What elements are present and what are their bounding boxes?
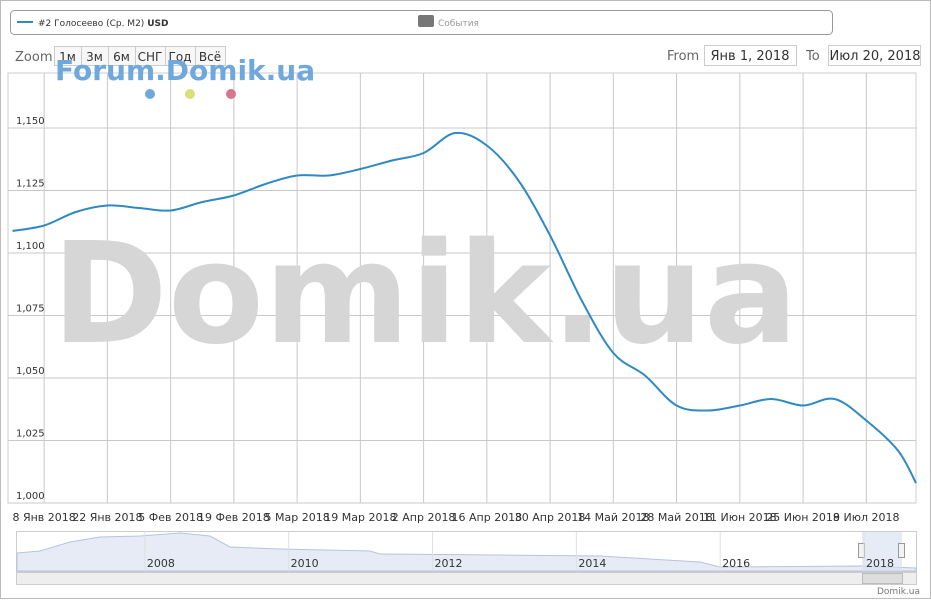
navigator-tick-label: 2014	[578, 557, 606, 570]
y-tick-label: 1,075	[16, 304, 45, 315]
y-tick-label: 1,125	[16, 179, 45, 190]
zoom-button[interactable]: Год	[169, 50, 192, 64]
x-tick-label: 16 Апр 2018	[452, 511, 523, 524]
x-tick-label: 11 Июн 2018	[703, 511, 777, 524]
plot-background	[7, 72, 917, 504]
y-tick-label: 1,100	[16, 241, 45, 252]
to-input[interactable]: Июл 20, 2018	[830, 49, 921, 64]
legend-item[interactable]: #2 Голосеево (Ср. M2) USD	[38, 19, 168, 29]
legend-events-swatch	[418, 15, 434, 27]
legend-series-name: #2 Голосеево (Ср. M2)	[38, 19, 144, 29]
to-label: To	[805, 49, 820, 64]
navigator-tick-label: 2016	[722, 557, 750, 570]
legend-unit: USD	[147, 19, 168, 29]
legend-events[interactable]: События	[438, 19, 479, 29]
dot	[145, 89, 155, 99]
x-tick-label: 9 Июл 2018	[833, 511, 900, 524]
navigator-axis: 2008 2010 2012 2014 2016 2018	[144, 532, 894, 571]
dot	[226, 89, 236, 99]
navigator-tick-label: 2010	[291, 557, 319, 570]
navigator-tick-label: 2018	[866, 557, 894, 570]
plot: 1,000 1,025 1,050 1,075 1,100 1,125 1,150 8 Янв…	[12, 116, 917, 524]
x-tick-label: 19 Мар 2018	[324, 511, 396, 524]
from-input-box[interactable]	[704, 45, 797, 66]
navigator-tick-label: 2008	[147, 557, 175, 570]
y-tick-label: 1,025	[16, 429, 45, 440]
x-tick-label: 28 Май 2018	[640, 511, 712, 524]
zoom-label: Zoom	[15, 50, 52, 65]
x-tick-label: 25 Июн 2018	[766, 511, 840, 524]
x-tick-label: 30 Апр 2018	[515, 511, 586, 524]
scrollbar[interactable]	[16, 572, 917, 585]
to-input-box[interactable]	[828, 45, 921, 66]
navigator-handle[interactable]	[898, 543, 905, 558]
zoom-button[interactable]: 1м	[59, 50, 76, 64]
x-tick-label: 22 Янв 2018	[72, 511, 142, 524]
y-tick-label: 1,000	[16, 491, 45, 502]
y-tick-label: 1,150	[16, 116, 45, 127]
grid	[7, 72, 917, 504]
zoom-button[interactable]: Всё	[199, 50, 221, 64]
watermark-big: Domik.ua	[52, 213, 799, 376]
x-tick-label: 19 Фев 2018	[198, 511, 270, 524]
from-label: From	[667, 49, 699, 64]
navigator-tick-label: 2012	[435, 557, 463, 570]
zoom-button[interactable]: 6м	[113, 50, 130, 64]
watermark-small: Forum.Domik.ua	[55, 54, 315, 87]
credit: Domik.ua	[877, 587, 920, 597]
scrollbar-thumb[interactable]	[862, 573, 903, 584]
zoom-button[interactable]: СНГ	[138, 50, 163, 64]
x-tick-label: 5 Фев 2018	[138, 511, 203, 524]
zoom-button-box[interactable]	[195, 46, 226, 66]
navigator-mask[interactable]	[862, 532, 902, 571]
dot	[185, 89, 195, 99]
x-tick-label: 14 Май 2018	[577, 511, 649, 524]
x-tick-label: 5 Мар 2018	[265, 511, 330, 524]
zoom-button[interactable]: 3м	[86, 50, 103, 64]
navigator-area	[16, 532, 917, 572]
x-tick-label: 8 Янв 2018	[12, 511, 75, 524]
y-tick-label: 1,050	[16, 366, 45, 377]
zoom-buttons: 1м 3м 6м СНГ Год Всё	[54, 46, 226, 66]
x-tick-label: 2 Апр 2018	[392, 511, 456, 524]
from-input[interactable]: Янв 1, 2018	[711, 49, 790, 64]
series-line	[12, 131, 917, 484]
